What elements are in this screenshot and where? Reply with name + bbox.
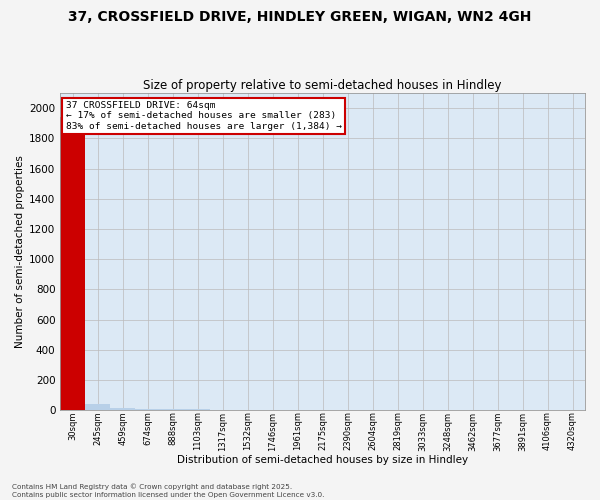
- Text: 37, CROSSFIELD DRIVE, HINDLEY GREEN, WIGAN, WN2 4GH: 37, CROSSFIELD DRIVE, HINDLEY GREEN, WIG…: [68, 10, 532, 24]
- Bar: [85, 404, 110, 410]
- X-axis label: Distribution of semi-detached houses by size in Hindley: Distribution of semi-detached houses by …: [177, 455, 468, 465]
- Text: 37 CROSSFIELD DRIVE: 64sqm
← 17% of semi-detached houses are smaller (283)
83% o: 37 CROSSFIELD DRIVE: 64sqm ← 17% of semi…: [65, 101, 341, 131]
- Bar: [110, 408, 135, 410]
- Text: Contains HM Land Registry data © Crown copyright and database right 2025.
Contai: Contains HM Land Registry data © Crown c…: [12, 484, 325, 498]
- Bar: [135, 409, 160, 410]
- Y-axis label: Number of semi-detached properties: Number of semi-detached properties: [15, 155, 25, 348]
- Bar: [60, 118, 85, 410]
- Title: Size of property relative to semi-detached houses in Hindley: Size of property relative to semi-detach…: [143, 79, 502, 92]
